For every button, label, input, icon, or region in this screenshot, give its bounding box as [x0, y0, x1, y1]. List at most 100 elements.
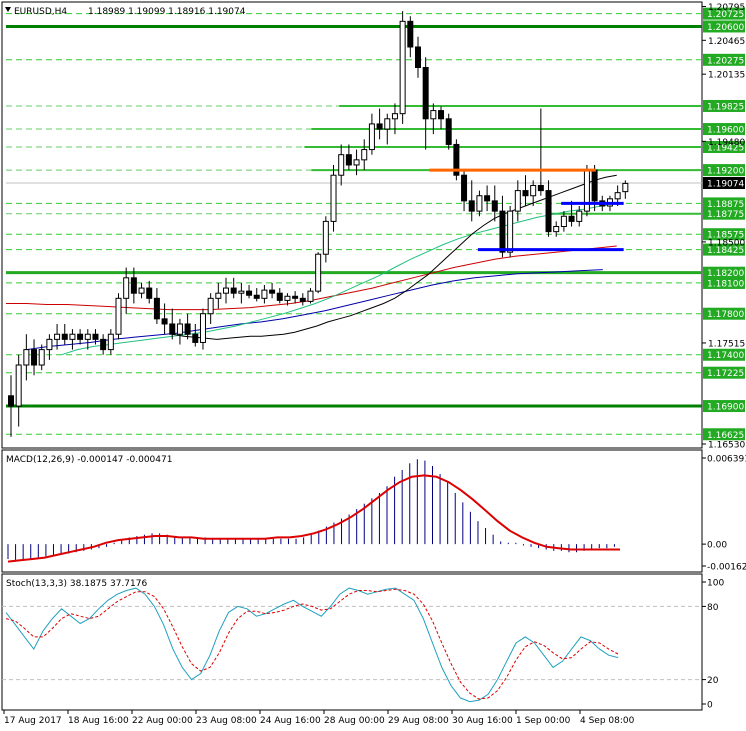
stoch-tick-label: 20	[707, 676, 719, 686]
level-tag-label: 1.18575	[707, 231, 744, 241]
level-tag-label: 1.16625	[707, 431, 744, 441]
stoch-label: Stoch(13,3,3) 38.1875 37.7176	[6, 579, 147, 589]
current-price-tag	[703, 177, 745, 190]
level-tag	[703, 243, 745, 256]
candle-body	[499, 210, 506, 253]
candle-body	[591, 169, 598, 202]
candle-body	[169, 323, 176, 335]
level-tag-label: 1.18875	[707, 200, 744, 210]
candle-body	[69, 333, 76, 340]
level-tag-label: 1.19600	[707, 126, 744, 136]
main-pane[interactable]	[1, 1, 703, 449]
level-tag	[703, 123, 745, 136]
candle-body	[530, 184, 537, 197]
candle-body	[330, 174, 337, 222]
candle-body	[146, 287, 153, 299]
candle-body	[368, 123, 375, 151]
candle-body	[576, 210, 583, 222]
stoch-tick-label: 80	[707, 603, 719, 613]
macd-layer: 0.006391 0.00 -0.001623	[7, 455, 746, 573]
macd-tick-label: 0.00	[707, 541, 727, 551]
price-axis: 1.20600 1.20725 1.20275 1.19825 1.19600 1.194…	[702, 3, 745, 451]
candle-body	[461, 174, 468, 202]
candle-body	[130, 277, 137, 294]
level-tag	[703, 276, 745, 289]
candle-body	[445, 118, 452, 145]
candle-body	[514, 190, 521, 212]
candle-body	[491, 200, 498, 212]
level-tag	[703, 307, 745, 320]
level-tag	[703, 99, 745, 112]
level-tag	[703, 207, 745, 220]
candle-body	[192, 333, 199, 343]
chart-symbol: EURUSD,H4	[14, 7, 67, 17]
candle-body	[307, 290, 314, 302]
stoch-tick-label: 0	[707, 701, 713, 711]
candle-body	[107, 333, 114, 351]
macd-label: MACD(12,26,9) -0.000147 -0.000471	[6, 455, 172, 465]
level-tag	[703, 400, 745, 413]
candle-body	[422, 67, 429, 120]
ma-black-line	[172, 174, 617, 340]
time-tick-label: 24 Aug 16:00	[260, 716, 321, 726]
ma-blue-line	[26, 269, 603, 351]
candle-body	[215, 292, 222, 299]
price-tick-label: 1.18500	[708, 238, 745, 248]
drawn-lines-layer	[429, 168, 624, 252]
level-tag-label: 1.18775	[707, 210, 744, 220]
time-tick-label: 17 Aug 2017	[4, 716, 62, 726]
candle-body	[269, 289, 276, 294]
candle-body	[391, 113, 398, 120]
macd-pane[interactable]	[1, 449, 703, 573]
price-tick-label: 1.20465	[708, 37, 745, 47]
candle-body	[315, 253, 322, 292]
stoch-tick-label: 100	[707, 579, 724, 589]
level-tag	[703, 266, 745, 279]
candle-body	[407, 20, 414, 48]
candle-body	[253, 294, 260, 299]
candle-body	[476, 195, 483, 212]
candle-body	[61, 333, 68, 340]
time-tick-label: 4 Sep 08:00	[580, 716, 635, 726]
macd-signal-line	[7, 474, 620, 563]
candle-body	[484, 195, 491, 202]
candle-body	[545, 190, 552, 233]
time-tick-label: 1 Sep 00:00	[516, 716, 571, 726]
level-tag	[703, 53, 745, 66]
candle-body	[338, 154, 345, 176]
time-tick-label: 23 Aug 08:00	[196, 716, 257, 726]
candle-body	[54, 333, 61, 340]
candle-body	[77, 333, 84, 340]
candle-body	[276, 292, 283, 301]
candle-body	[38, 349, 45, 366]
candle-body	[261, 289, 268, 299]
candle-body	[292, 295, 299, 299]
ma-green-line	[61, 203, 617, 356]
level-tag-label: 1.19425	[707, 144, 744, 154]
candle-body	[184, 323, 191, 335]
time-tick-label: 22 Aug 00:00	[132, 716, 193, 726]
macd-tick-label: -0.001623	[707, 563, 746, 573]
level-tag	[703, 197, 745, 210]
level-tag	[703, 428, 745, 441]
candle-body	[553, 226, 560, 233]
level-tag	[703, 20, 745, 33]
candle-body	[430, 110, 437, 120]
candle-body	[84, 333, 91, 340]
candle-body	[537, 184, 544, 192]
stoch-main-line	[5, 587, 619, 703]
level-tag-label: 1.19825	[707, 102, 744, 112]
candle-body	[115, 297, 122, 335]
level-tag	[703, 141, 745, 154]
time-axis: 17 Aug 2017 18 Aug 16:00 22 Aug 00:00 23 Au…	[3, 710, 635, 726]
stoch-signal-line	[5, 588, 619, 700]
candle-body	[8, 395, 14, 407]
price-tick-label: 1.16530	[708, 441, 745, 451]
stoch-pane[interactable]	[1, 573, 703, 711]
candle-body	[522, 190, 529, 197]
candle-body	[238, 290, 245, 294]
candle-body	[199, 313, 206, 343]
stoch-layer: 100 80 20 0	[2, 579, 724, 711]
candle-body	[622, 182, 629, 193]
candle-body	[299, 297, 306, 302]
